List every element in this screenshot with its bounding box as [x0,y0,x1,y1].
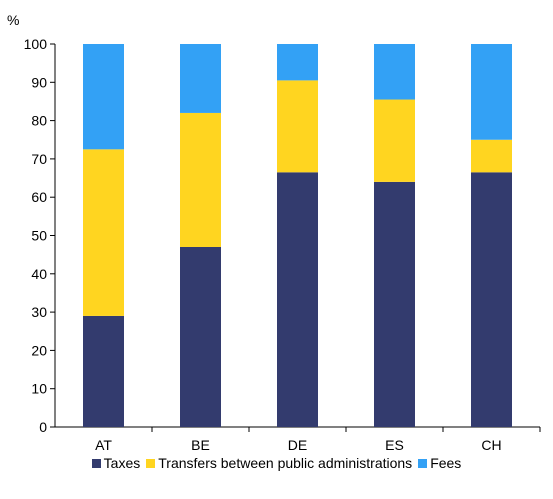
legend-swatch [418,458,428,468]
bar-segment [471,139,512,173]
legend-label: Taxes [103,455,141,471]
bar-segment [277,172,318,427]
bar-segment [180,112,221,247]
bar-segment [180,246,221,427]
x-tick-label: AT [95,437,112,453]
bar-segment [277,44,318,81]
y-tick-label: 70 [31,151,47,167]
bar-segment [277,80,318,173]
y-tick-labels: 0 10 20 30 40 50 60 70 80 90 100 [24,36,48,435]
legend-label: Transfers between public administrations [158,455,413,471]
legend-label: Fees [430,455,462,471]
x-tick-label: ES [385,437,404,453]
y-tick-label: 20 [31,342,47,358]
y-tick-label: 10 [31,381,47,397]
bar-segment [374,99,415,182]
x-tick-label: DE [288,437,307,453]
y-tick-label: 80 [31,113,47,129]
bar-segment [180,44,221,113]
legend-swatch [146,458,156,468]
bar-segment [83,149,124,316]
bar-segment [83,44,124,150]
legend: Taxes Transfers between public administra… [0,455,553,471]
x-tick-label: BE [191,437,210,453]
y-tick-label: 100 [24,36,48,52]
bar-segment [83,315,124,427]
y-tick-label: 50 [31,228,47,244]
legend-item: Taxes [91,455,141,471]
y-tick-label: 0 [39,419,47,435]
x-tick-label: CH [481,437,501,453]
y-tick-label: 30 [31,304,47,320]
bar-segment [471,172,512,427]
bar-segment [471,44,512,140]
axes [50,43,541,432]
x-tick-labels: AT BE DE ES CH [95,437,502,453]
y-tick-label: 90 [31,74,47,90]
y-axis-label: % [7,12,19,28]
bars [83,44,512,427]
y-tick-label: 60 [31,189,47,205]
legend-item: Fees [418,455,461,471]
bar-segment [374,44,415,100]
bar-segment [374,181,415,427]
legend-item: Transfers between public administrations [146,455,412,471]
y-tick-label: 40 [31,266,47,282]
legend-swatch [91,458,101,468]
